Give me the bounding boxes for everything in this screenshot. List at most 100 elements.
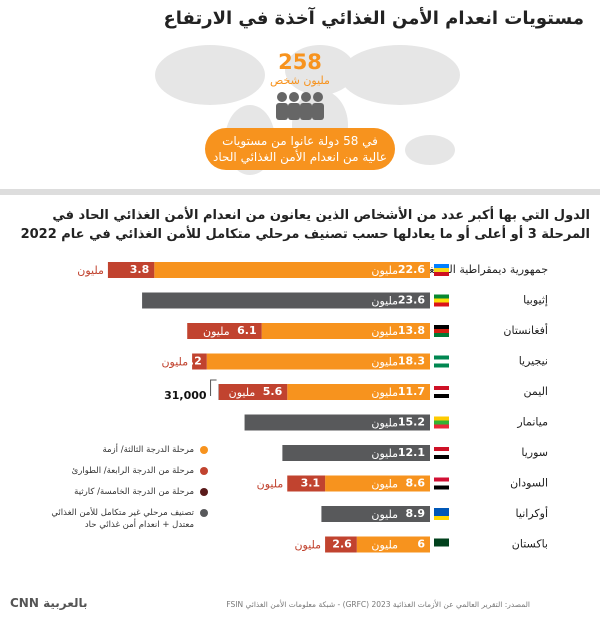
category-label: سوريا — [521, 446, 548, 459]
legend-swatch — [200, 467, 208, 475]
value-label: 2.6 — [332, 538, 352, 551]
value-label: 22.6 — [398, 263, 425, 276]
flag — [434, 363, 449, 368]
value-label: 3.8 — [130, 263, 150, 276]
flag — [434, 294, 449, 299]
flag — [434, 359, 449, 364]
chart-title: الدول التي بها أكبر عدد من الأشخاص الذين… — [20, 208, 590, 242]
value-label: 13.8 — [398, 324, 425, 337]
flag — [434, 302, 449, 307]
category-label: إثيوبيا — [523, 294, 548, 307]
value-label: 23.6 — [398, 294, 425, 307]
unit-label: مليون — [371, 447, 398, 460]
flag — [434, 481, 449, 486]
bar-segment — [287, 475, 326, 492]
flag — [434, 264, 449, 268]
bar-segment — [142, 292, 430, 309]
unit-label: مليون — [371, 478, 398, 491]
unit-label: مليون — [371, 264, 398, 277]
value-label: 18.3 — [398, 355, 425, 368]
flag — [434, 447, 449, 451]
unit-label: مليون — [294, 539, 321, 552]
flag — [434, 394, 449, 398]
category-label: نيجيريا — [519, 355, 548, 368]
unit-label: مليون — [371, 325, 398, 338]
category-label: ميانمار — [516, 416, 548, 429]
flag — [434, 420, 449, 425]
flag — [434, 485, 449, 490]
bar-segment — [107, 262, 155, 278]
flag — [434, 477, 449, 482]
flag — [434, 386, 449, 390]
category-label: جمهورية ديمقراطية الكونغو — [423, 263, 548, 276]
bar-segment — [206, 353, 430, 370]
flag — [434, 516, 449, 520]
legend-label: تصنيف مرحلي غير متكامل للأمن الغذائي معت… — [51, 508, 194, 530]
logo: CNN بالعربية — [10, 596, 88, 610]
unit-label: مليون — [371, 508, 398, 521]
flag — [434, 538, 449, 543]
big-unit: مليون شخص — [270, 74, 330, 87]
unit-label: مليون — [229, 386, 256, 399]
unit-label: مليون — [371, 356, 398, 369]
title: مستويات انعدام الأمن الغذائي آخذة في الا… — [163, 8, 584, 29]
label-bracket — [210, 379, 217, 396]
legend-item: مرحلة الدرجة الثالثة/ أزمة — [40, 444, 208, 456]
legend-swatch — [200, 446, 208, 454]
value-label: 31,000 — [164, 389, 207, 402]
unit-label: مليون — [371, 386, 398, 399]
value-label: 11.7 — [398, 385, 425, 398]
bar-segment — [325, 536, 357, 553]
category-label: السودان — [510, 477, 548, 490]
flag — [434, 355, 449, 360]
flag — [434, 542, 449, 547]
bar-segment — [154, 262, 430, 278]
bar-segment — [325, 475, 430, 492]
big-number: 258 — [278, 50, 322, 74]
value-label: 1.2 — [182, 355, 202, 368]
value-label: 8.6 — [406, 477, 426, 490]
bar-segment — [321, 506, 430, 522]
bar-segment — [187, 323, 262, 339]
summary-box: في 58 دولة عانوا من مستويات عالية من انع… — [205, 128, 395, 170]
value-label: 12.1 — [398, 446, 425, 459]
bar-segment — [287, 384, 430, 400]
category-label: أفغانستان — [503, 323, 548, 337]
unit-label: مليون — [371, 417, 398, 430]
category-label: أوكرانيا — [516, 506, 548, 520]
unit-label: مليون — [371, 539, 398, 552]
flag — [434, 272, 449, 276]
bar-segment — [218, 384, 288, 400]
bar-segment — [192, 353, 207, 370]
flag — [434, 268, 449, 272]
legend-swatch — [200, 488, 208, 496]
unit-label: مليون — [161, 356, 188, 369]
flag — [434, 508, 449, 512]
flag — [434, 424, 449, 429]
chart: جمهورية ديمقراطية الكونغو22.6مليون3.8ملي… — [77, 262, 548, 553]
value-label: 8.9 — [406, 507, 426, 520]
bar-segment — [356, 536, 430, 553]
legend-item: مرحلة من الدرجة الرابعة/ الطوارئ — [40, 465, 208, 477]
bar-segment — [261, 323, 430, 339]
bar-segment — [244, 414, 430, 431]
unit-label: مليون — [257, 478, 284, 491]
unit-label: مليون — [203, 325, 230, 338]
value-label: 5.6 — [263, 385, 283, 398]
legend-label: مرحلة من الدرجة الرابعة/ الطوارئ — [71, 466, 194, 476]
value-label: 3.1 — [301, 477, 321, 490]
flag — [434, 455, 449, 459]
flag — [434, 416, 449, 421]
legend-label: مرحلة الدرجة الثالثة/ أزمة — [102, 445, 194, 455]
header-art — [0, 45, 600, 195]
unit-label: مليون — [77, 264, 104, 277]
legend-label: مرحلة من الدرجة الخامسة/ كارثية — [74, 487, 194, 497]
flag — [434, 298, 449, 303]
legend-item: مرحلة من الدرجة الخامسة/ كارثية — [40, 486, 208, 498]
value-label: 15.2 — [398, 416, 425, 429]
flag — [434, 390, 449, 394]
bar-segment — [282, 445, 430, 461]
value-label: 6 — [417, 538, 425, 551]
flag — [434, 329, 449, 333]
